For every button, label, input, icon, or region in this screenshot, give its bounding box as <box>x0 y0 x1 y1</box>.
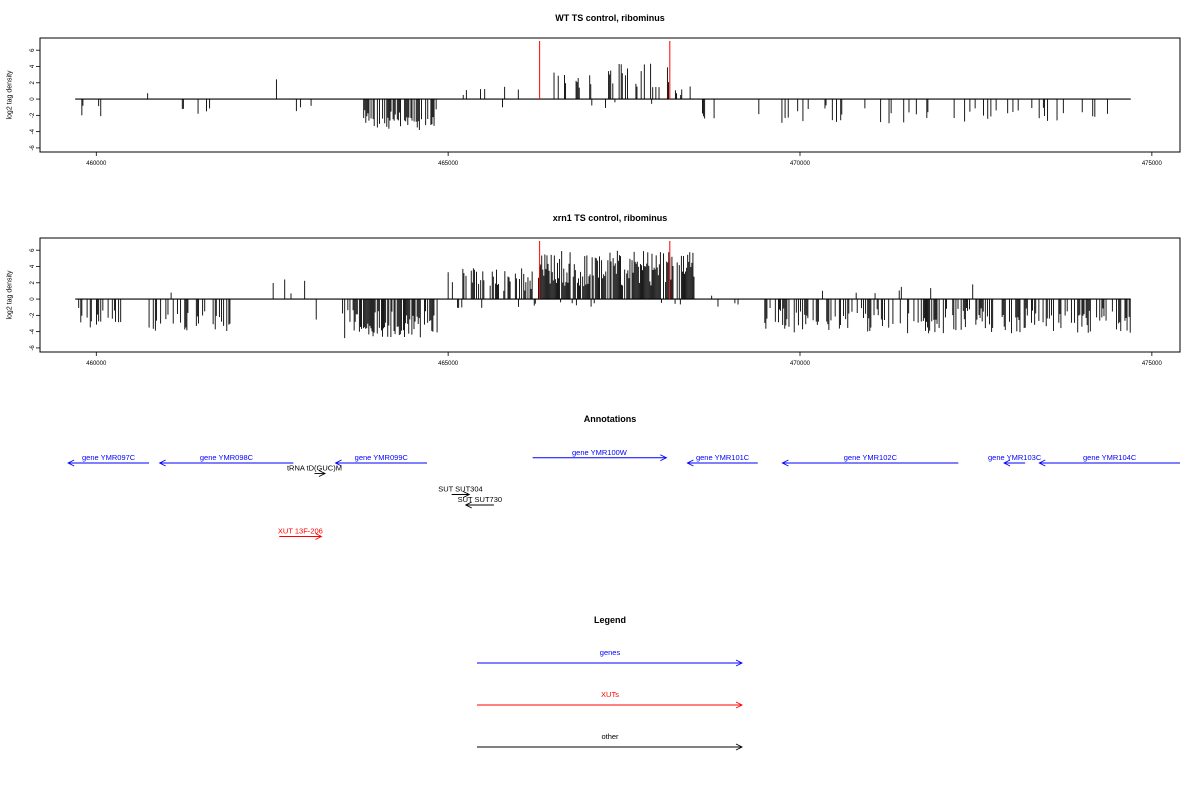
arrow-head <box>1038 459 1046 467</box>
plot-frame <box>39 237 1181 353</box>
track-0: WT TS control, ribominus -6 -4 -2 0 2 4 6 log2 t… <box>7 13 1181 167</box>
feature-label: gene YMR103C <box>988 453 1042 462</box>
x-tick-label: 460000 <box>86 361 107 367</box>
y-tick-label: 6 <box>30 248 36 252</box>
feature-label: XUT 13F-206 <box>278 527 323 536</box>
arrow-head <box>735 659 744 667</box>
feature-label: gene YMR099C <box>355 453 409 462</box>
feature-label: gene YMR100W <box>572 448 628 457</box>
x-tick-label: 470000 <box>790 361 811 367</box>
x-tick-label: 470000 <box>790 161 811 167</box>
density-bars <box>81 63 1108 130</box>
legend-arrow <box>477 659 744 667</box>
y-tick-label: 2 <box>30 80 36 84</box>
y-axis-label: log2 tag density <box>7 270 14 320</box>
plot-title: xrn1 TS control, ribominus <box>553 213 668 223</box>
feature-arrow <box>334 459 428 467</box>
y-tick-label: -4 <box>30 328 36 334</box>
y-tick-label: 0 <box>30 297 36 301</box>
feature-label: gene YMR104C <box>1083 453 1137 462</box>
arrow-head <box>67 459 75 467</box>
feature-label: gene YMR102C <box>844 453 898 462</box>
arrow-head <box>318 470 327 477</box>
plot-frame <box>39 37 1181 153</box>
feature-arrow <box>1003 459 1026 467</box>
feature-label: gene YMR098C <box>200 453 254 462</box>
x-tick-label: 460000 <box>86 161 107 167</box>
y-tick-label: -4 <box>30 128 36 134</box>
arrow-head <box>735 743 744 751</box>
arrow-head <box>463 491 471 498</box>
y-tick-label: -2 <box>30 312 36 318</box>
x-tick-label: 465000 <box>438 161 459 167</box>
legend-title: Legend <box>594 615 626 625</box>
arrow-head <box>1003 459 1011 467</box>
track-1: xrn1 TS control, ribominus -6 -4 -2 0 2 4 6 log2… <box>7 213 1181 367</box>
feature-arrow <box>464 501 494 509</box>
y-tick-label: -6 <box>30 145 36 151</box>
annotations-title: Annotations <box>584 414 637 424</box>
legend-panel: Legend genes XUTs other <box>477 615 744 751</box>
arrow-head <box>686 459 694 467</box>
annotations-panel: Annotations gene YMR097C gene YMR098C gene … <box>67 414 1180 540</box>
density-bars <box>78 250 1131 339</box>
legend-arrow <box>477 743 744 751</box>
x-tick-label: 465000 <box>438 361 459 367</box>
x-tick-label: 475000 <box>1142 161 1163 167</box>
y-axis-label: log2 tag density <box>7 70 14 120</box>
feature-arrow <box>781 459 959 467</box>
feature-arrow <box>1038 459 1180 467</box>
legend-label: other <box>601 732 619 741</box>
arrow-head <box>158 459 166 467</box>
arrow-head <box>781 459 789 467</box>
feature-arrow <box>532 454 668 462</box>
feature-label: SUT SUT730 <box>458 495 502 504</box>
feature-arrow <box>686 459 758 467</box>
arrow-head <box>334 459 342 467</box>
x-tick-label: 475000 <box>1142 361 1163 367</box>
feature-label: tRNA tD(GUC)M <box>287 464 342 473</box>
feature-label: gene YMR097C <box>82 453 136 462</box>
feature-arrow <box>314 470 327 477</box>
legend-label: XUTs <box>601 690 619 699</box>
y-tick-label: 4 <box>30 64 36 68</box>
y-tick-label: 4 <box>30 264 36 268</box>
feature-arrow <box>451 491 471 498</box>
y-tick-label: 6 <box>30 48 36 52</box>
arrow-head <box>464 501 472 509</box>
feature-arrow <box>158 459 294 467</box>
y-tick-label: -6 <box>30 345 36 351</box>
arrow-head <box>660 454 668 462</box>
arrow-head <box>315 533 323 540</box>
feature-label: gene YMR101C <box>696 453 750 462</box>
feature-label: SUT SUT304 <box>438 485 482 494</box>
arrow-head <box>735 701 744 709</box>
feature-arrow <box>67 459 150 467</box>
y-tick-label: 2 <box>30 280 36 284</box>
feature-arrow <box>279 533 323 540</box>
plot-title: WT TS control, ribominus <box>555 13 665 23</box>
legend-arrow <box>477 701 744 709</box>
legend-label: genes <box>600 648 621 657</box>
y-tick-label: -2 <box>30 112 36 118</box>
y-tick-label: 0 <box>30 97 36 101</box>
